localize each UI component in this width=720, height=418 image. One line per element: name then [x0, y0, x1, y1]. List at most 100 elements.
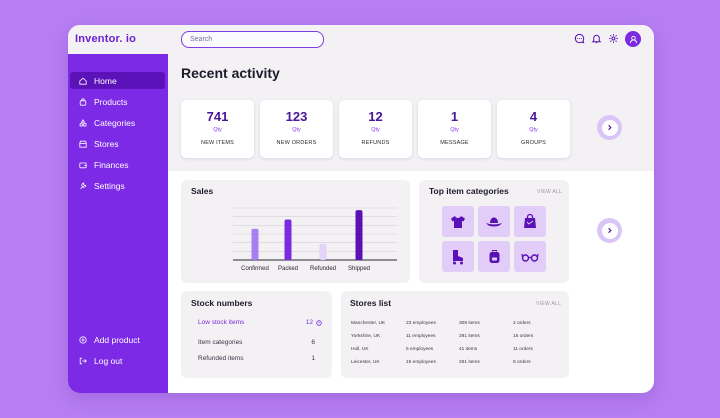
search-placeholder: Search [190, 36, 213, 43]
stat-unit: Qty [371, 127, 380, 133]
bar-packed[interactable] [284, 219, 292, 260]
app-window: Inventor. io Search Home Products Catego… [68, 25, 654, 393]
stores-view-all-link[interactable]: VIEW ALL [536, 301, 562, 307]
x-tick-label: Packed [278, 266, 298, 272]
bar-refunded[interactable] [319, 243, 327, 260]
categories-view-all-link[interactable]: VIEW ALL [537, 189, 563, 195]
store-employees: 5 employees [406, 347, 434, 352]
shapes-icon [79, 118, 87, 127]
sidebar-item-home[interactable]: Home [70, 72, 165, 89]
sidebar-item-label: Settings [94, 180, 125, 191]
top-bar: Inventor. io Search [68, 25, 654, 54]
sidebar-item-label: Stores [94, 138, 119, 149]
store-orders: 11 orders [513, 347, 533, 352]
x-tick-label: Refunded [310, 266, 336, 272]
sidebar-item-label: Add product [94, 334, 140, 345]
stock-row-refunded-items[interactable]: Refunded items 1 [198, 355, 315, 362]
stat-label: NEW ORDERS [276, 140, 317, 146]
tshirt-icon [451, 215, 465, 228]
store-orders: 15 orders [513, 334, 534, 339]
stats-next-button[interactable] [597, 115, 622, 140]
sidebar-item-label: Categories [94, 117, 136, 128]
store-location: Yorkshire, UK [351, 334, 381, 339]
x-tick-label: Confirmed [241, 266, 269, 272]
store-items: 291 items [459, 334, 480, 339]
chat-icon[interactable] [574, 33, 585, 44]
stat-value: 741 [206, 109, 229, 124]
stat-value: 1 [450, 109, 459, 124]
stat-value: 4 [529, 109, 538, 124]
store-icon [79, 140, 87, 148]
stock-title: Stock numbers [191, 298, 253, 308]
logout-button[interactable]: Log out [70, 352, 165, 369]
stat-card-message[interactable]: 1 Qty MESSAGE [418, 100, 491, 158]
stock-numbers-panel: Stock numbers Low stock items 12 Item ca… [181, 291, 332, 378]
stat-unit: Qty [450, 127, 459, 133]
store-location: Hull, UK [351, 347, 369, 352]
user-icon [629, 35, 637, 43]
chevron-right-icon [608, 227, 612, 234]
bar-shipped[interactable] [355, 210, 363, 260]
sidebar-item-stores[interactable]: Stores [70, 135, 165, 152]
category-tile-glasses[interactable] [514, 241, 546, 272]
stock-row-item-categories[interactable]: Item categories 6 [198, 339, 315, 346]
shopping-bag-icon [524, 214, 536, 228]
category-tile-roller-skate[interactable] [442, 241, 474, 272]
categories-title: Top item categories [429, 186, 509, 196]
sidebar-item-label: Home [94, 75, 117, 86]
store-items: 308 items [459, 321, 480, 326]
category-tile-tshirt[interactable] [442, 206, 474, 237]
x-tick-label: Shipped [348, 266, 370, 272]
bag-icon [79, 97, 87, 106]
page-title: Recent activity [181, 65, 280, 81]
stat-unit: Qty [213, 127, 222, 133]
sidebar-item-categories[interactable]: Categories [70, 114, 165, 131]
stat-card-new-items[interactable]: 741 Qty NEW ITEMS [181, 100, 254, 158]
stat-card-refunds[interactable]: 12 Qty REFUNDS [339, 100, 412, 158]
category-tile-hat[interactable] [478, 206, 510, 237]
stock-row-value: 6 [311, 339, 315, 346]
sidebar-item-settings[interactable]: Settings [70, 177, 165, 194]
store-employees: 16 employees [406, 360, 436, 365]
sidebar-item-label: Finances [94, 159, 129, 170]
store-location: Leicester, UK [351, 360, 380, 365]
stock-row-label: Low stock items [198, 319, 245, 326]
sidebar-item-finances[interactable]: Finances [70, 156, 165, 173]
stat-unit: Qty [529, 127, 538, 133]
category-tile-backpack[interactable] [478, 241, 510, 272]
home-icon [79, 77, 87, 85]
sidebar-item-products[interactable]: Products [70, 93, 165, 110]
add-product-button[interactable]: Add product [70, 331, 165, 348]
sales-panel: Sales Confirmed Packed Refunded Shipped [181, 180, 410, 283]
stat-label: NEW ITEMS [201, 140, 234, 146]
avatar[interactable] [625, 31, 641, 47]
top-categories-panel: Top item categories VIEW ALL [419, 180, 569, 283]
chevron-right-icon [608, 124, 612, 131]
stores-list-panel: Stores list VIEW ALL Manchester, UK 23 e… [341, 291, 569, 378]
gear-icon[interactable] [608, 33, 619, 44]
roller-skate-icon [453, 249, 463, 264]
sales-chart: Confirmed Packed Refunded Shipped [233, 207, 397, 272]
stock-row-label: Refunded items [198, 355, 244, 362]
bell-icon[interactable] [591, 33, 602, 44]
search-input[interactable]: Search [181, 31, 324, 48]
stat-label: MESSAGE [440, 140, 469, 146]
glasses-icon [521, 253, 539, 262]
store-employees: 11 employees [406, 334, 436, 339]
app-logo[interactable]: Inventor. io [75, 33, 137, 45]
logout-icon [79, 357, 87, 364]
bar-confirmed[interactable] [251, 228, 259, 260]
stat-card-groups[interactable]: 4 Qty GROUPS [497, 100, 570, 158]
sidebar-item-label: Log out [94, 355, 123, 366]
stat-label: GROUPS [520, 140, 547, 146]
stock-row-value: 1 [311, 355, 315, 362]
stock-row-low-stock[interactable]: Low stock items 12 [198, 319, 322, 326]
store-items: 261 items [459, 360, 480, 365]
stat-card-new-orders[interactable]: 123 Qty NEW ORDERS [260, 100, 333, 158]
stores-title: Stores list [350, 298, 392, 308]
category-tile-bag[interactable] [514, 206, 546, 237]
categories-next-button[interactable] [597, 218, 622, 243]
store-location: Manchester, UK [351, 321, 386, 326]
wrench-icon [80, 182, 87, 189]
alert-icon [316, 319, 322, 326]
